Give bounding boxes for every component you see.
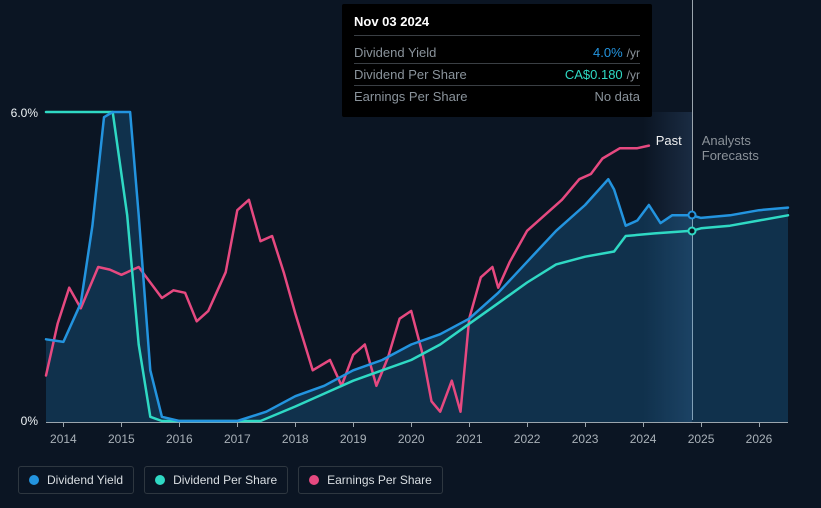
legend-dot-icon bbox=[155, 475, 165, 485]
x-axis-year-label: 2023 bbox=[572, 432, 599, 446]
legend-label: Dividend Yield bbox=[47, 473, 123, 487]
legend-dot-icon bbox=[29, 475, 39, 485]
tooltip-row-unit: /yr bbox=[627, 46, 640, 60]
tooltip-row-value: 4.0% bbox=[593, 45, 623, 60]
x-axis-year-label: 2026 bbox=[746, 432, 773, 446]
legend-item[interactable]: Dividend Per Share bbox=[144, 466, 288, 494]
x-axis-year-label: 2022 bbox=[514, 432, 541, 446]
tooltip-row-unit: /yr bbox=[627, 68, 640, 82]
tooltip-row-label: Earnings Per Share bbox=[354, 89, 467, 104]
x-axis-year-label: 2025 bbox=[688, 432, 715, 446]
x-axis-year-label: 2015 bbox=[108, 432, 135, 446]
legend-dot-icon bbox=[309, 475, 319, 485]
legend-item[interactable]: Earnings Per Share bbox=[298, 466, 443, 494]
legend-item[interactable]: Dividend Yield bbox=[18, 466, 134, 494]
chart-legend: Dividend Yield Dividend Per Share Earnings… bbox=[18, 466, 443, 494]
x-axis-year-label: 2018 bbox=[282, 432, 309, 446]
x-axis-year-label: 2014 bbox=[50, 432, 77, 446]
tooltip-row: Dividend Per Share CA$0.180/yr bbox=[354, 64, 640, 86]
tooltip-row-label: Dividend Yield bbox=[354, 45, 436, 60]
x-axis-year-label: 2017 bbox=[224, 432, 251, 446]
x-axis-year-label: 2019 bbox=[340, 432, 367, 446]
tooltip-row-label: Dividend Per Share bbox=[354, 67, 467, 82]
x-axis-year-label: 2021 bbox=[456, 432, 483, 446]
x-axis-year-label: 2020 bbox=[398, 432, 425, 446]
chart-container: 6.0% 0% Past Analysts Forecasts 20142015… bbox=[18, 100, 788, 430]
tooltip-row: Earnings Per Share No data bbox=[354, 86, 640, 107]
marker-dividend-yield bbox=[687, 211, 696, 220]
tooltip-row-value: CA$0.180 bbox=[565, 67, 623, 82]
legend-label: Dividend Per Share bbox=[173, 473, 277, 487]
chart-tooltip: Nov 03 2024 Dividend Yield4.0%/yrDividen… bbox=[342, 4, 652, 117]
legend-label: Earnings Per Share bbox=[327, 473, 432, 487]
tooltip-row: Dividend Yield 4.0% /yr bbox=[354, 42, 640, 64]
x-axis-year-label: 2016 bbox=[166, 432, 193, 446]
tooltip-row-value: No data bbox=[594, 89, 640, 104]
x-axis-year-label: 2024 bbox=[630, 432, 657, 446]
marker-dividend-per-share bbox=[687, 226, 696, 235]
tooltip-date: Nov 03 2024 bbox=[354, 14, 640, 36]
chart-svg[interactable] bbox=[18, 100, 788, 450]
